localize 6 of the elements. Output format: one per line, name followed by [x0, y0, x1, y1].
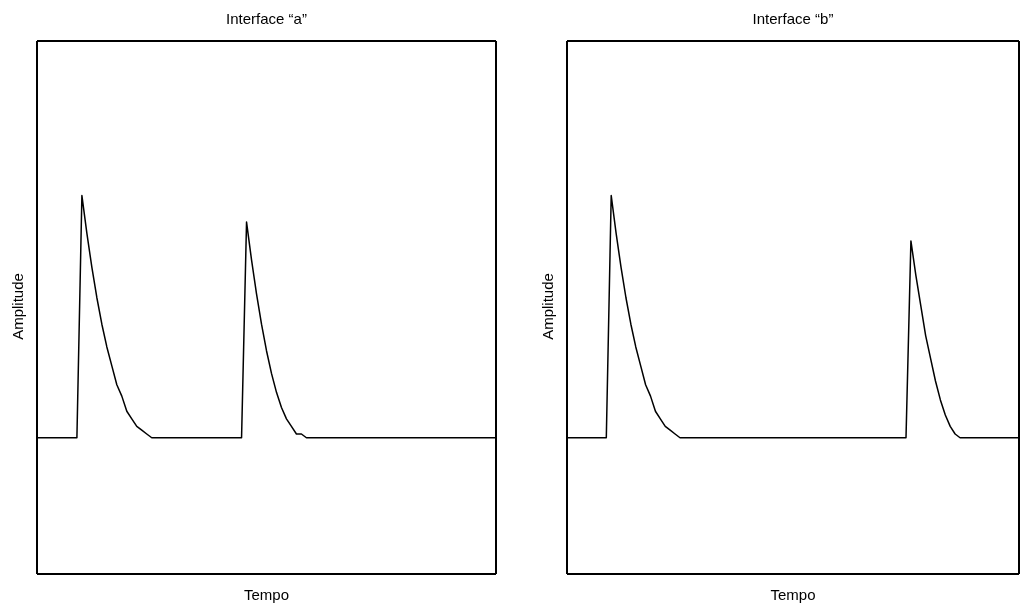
x-axis-title: Tempo: [243, 586, 290, 603]
chart-title: Interface “b”: [751, 10, 835, 27]
x-axis-title: Tempo: [769, 586, 817, 603]
y-axis-title: Amplitude: [8, 272, 26, 342]
chart-title: Interface “a”: [225, 10, 308, 27]
y-axis-title: Amplitude: [538, 272, 556, 342]
